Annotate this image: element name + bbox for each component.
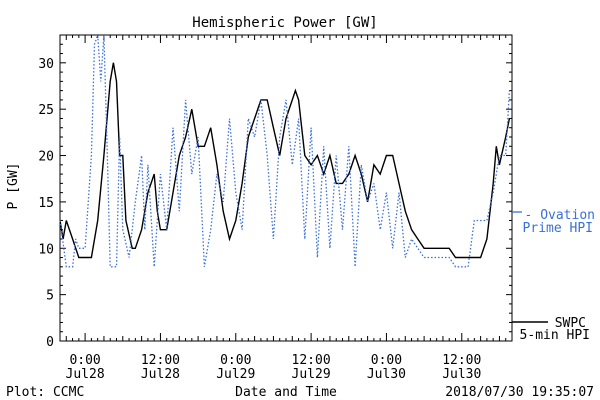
x-tick-label-time: 12:00	[141, 353, 180, 368]
x-tick-label-time: 12:00	[292, 353, 331, 368]
y-tick-label: 20	[38, 150, 54, 165]
x-tick-label-date: Jul29	[216, 367, 255, 382]
y-tick-label: 0	[46, 335, 54, 350]
y-tick-label: 10	[38, 242, 54, 257]
y-tick-label: 30	[38, 57, 54, 72]
footer-timestamp: 2018/07/30 19:35:07	[445, 385, 594, 400]
chart-title: Hemispheric Power [GW]	[192, 15, 377, 31]
x-axis-label: Date and Time	[235, 385, 337, 400]
plot-area	[59, 34, 513, 342]
y-tick-label: 15	[38, 196, 54, 211]
legend-label-ovation-2: Prime HPI	[523, 221, 593, 236]
x-tick-label-date: Jul29	[292, 367, 331, 382]
x-tick-label-time: 12:00	[442, 353, 481, 368]
series-line-swpc-hpi	[59, 62, 511, 259]
x-tick-label-time: 0:00	[220, 353, 251, 368]
y-tick-label: 5	[46, 289, 54, 304]
x-tick-label-date: Jul30	[367, 367, 406, 382]
x-tick-label-date: Jul30	[442, 367, 481, 382]
x-tick-label-date: Jul28	[141, 367, 180, 382]
footer-credit: Plot: CCMC	[6, 385, 84, 400]
y-tick-label: 25	[38, 103, 54, 118]
x-tick-label-date: Jul28	[66, 367, 105, 382]
x-tick-label-time: 0:00	[69, 353, 100, 368]
legend-label-swpc-1: SWPC	[555, 316, 586, 331]
legend-label-swpc-2: 5-min HPI	[520, 328, 590, 343]
series-line-ovation-prime-hpi	[59, 34, 511, 268]
x-tick-label-time: 0:00	[371, 353, 402, 368]
y-axis-label: P [GW]	[6, 163, 21, 210]
legend-label-ovation-1: - Ovation	[525, 208, 595, 223]
